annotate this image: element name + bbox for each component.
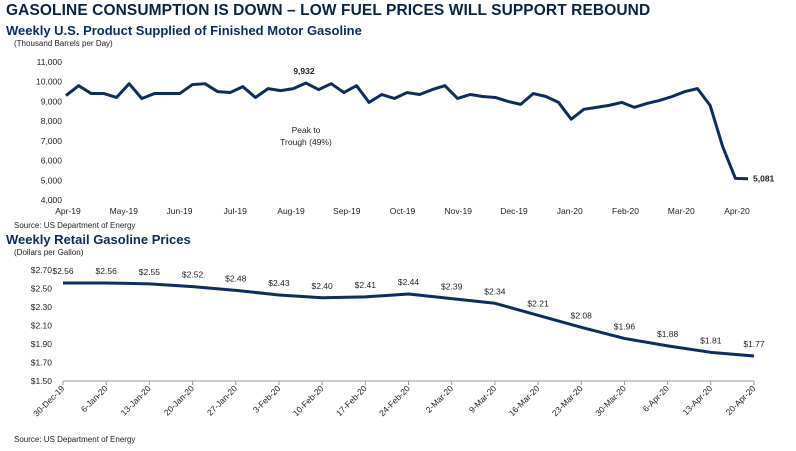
x-tick-label: Apr-19	[55, 206, 81, 216]
y-tick-label: $2.30	[31, 302, 53, 312]
supply-series-line	[65, 81, 749, 181]
y-tick-label: 4,000	[41, 195, 63, 205]
chart1-source: Source: US Department of Energy	[14, 221, 136, 230]
x-tick-label: Nov-19	[445, 206, 473, 216]
x-tick-label: Jan-20	[557, 206, 583, 216]
y-tick-label: 7,000	[41, 136, 63, 146]
x-tick-label: Oct-19	[390, 206, 416, 216]
y-tick-label: 5,000	[41, 175, 63, 185]
x-tick-label: 24-Feb-20	[377, 383, 412, 418]
x-tick-label: Aug-19	[277, 206, 305, 216]
x-tick-label: 6-Apr-20	[641, 383, 672, 414]
x-tick-label: 23-Mar-20	[550, 383, 585, 418]
y-tick-label: $2.10	[31, 321, 53, 331]
x-tick-label: Apr-20	[724, 206, 750, 216]
price-data-label: $2.43	[268, 278, 290, 288]
x-tick-label: 20-Jan-20	[162, 383, 196, 417]
last-value-label: 5,081	[753, 174, 775, 184]
price-data-label: $2.56	[52, 266, 74, 276]
price-data-label: $1.81	[700, 335, 722, 345]
price-data-label: $2.48	[225, 273, 247, 283]
chart2-unit-label: (Dollars per Gallon)	[14, 248, 84, 257]
price-data-label: $2.44	[398, 277, 420, 287]
gasoline-price-chart: $1.50 $1.70 $1.90 $2.10 $2.30 $2.50 $2.70 30-De…	[31, 265, 765, 418]
y-tick-label: $1.70	[31, 358, 53, 368]
x-tick-label: Dec-19	[500, 206, 528, 216]
y-tick-label: 10,000	[36, 77, 62, 87]
chart2-source: Source: US Department of Energy	[14, 435, 136, 444]
y-tick-label: $2.50	[31, 284, 53, 294]
x-tick-label: 13-Jan-20	[119, 383, 153, 417]
x-tick-label: Sep-19	[333, 206, 361, 216]
chart1-unit-label: (Thousand Barrels per Day)	[14, 39, 113, 48]
x-tick-label: 2-Mar-20	[424, 383, 456, 415]
x-tick-label: May-19	[110, 206, 139, 216]
x-tick-label: 30-Dec-19	[31, 383, 66, 418]
x-tick-label: Mar-20	[668, 206, 695, 216]
y-tick-label: 9,000	[41, 96, 63, 106]
x-tick-label: 13-Apr-20	[680, 383, 714, 417]
price-data-label: $2.55	[139, 267, 161, 277]
y-tick-label: 6,000	[41, 156, 63, 166]
price-data-label: $2.40	[311, 281, 333, 291]
price-data-label: $2.39	[441, 282, 463, 292]
x-tick-label: 27-Jan-20	[205, 383, 239, 417]
price-series-line	[63, 281, 755, 358]
price-data-label: $2.08	[571, 310, 593, 320]
y-tick-label: $1.90	[31, 339, 53, 349]
gasoline-supply-chart: 4,000 5,000 6,000 7,000 8,000 9,000 10,000 11,0…	[36, 57, 775, 216]
chart1-title: Weekly U.S. Product Supplied of Finished…	[6, 23, 362, 38]
y-tick-label: $1.50	[31, 376, 53, 386]
x-tick-label: Jun-19	[167, 206, 193, 216]
x-tick-label: 10-Feb-20	[291, 383, 326, 418]
price-data-label: $1.77	[743, 339, 765, 349]
x-tick-label: 6-Jan-20	[79, 383, 110, 414]
peak-to-trough-note: Peak to	[292, 125, 321, 135]
y-tick-label: 8,000	[41, 116, 63, 126]
price-data-label: $2.56	[96, 266, 118, 276]
x-tick-label: 17-Feb-20	[334, 383, 369, 418]
x-tick-label: 3-Feb-20	[251, 383, 283, 415]
y-tick-label: 11,000	[37, 57, 63, 67]
x-tick-label: 20-Apr-20	[724, 383, 758, 417]
chart2-title: Weekly Retail Gasoline Prices	[6, 232, 191, 247]
price-data-label: $2.41	[355, 280, 377, 290]
x-tick-label: Jul-19	[224, 206, 247, 216]
page-title: GASOLINE CONSUMPTION IS DOWN – LOW FUEL …	[6, 2, 651, 19]
x-tick-label: 9-Mar-20	[467, 383, 499, 415]
max-value-label: 9,932	[293, 66, 315, 76]
price-data-label: $2.34	[484, 286, 506, 296]
peak-to-trough-note: Trough (49%)	[280, 137, 332, 147]
price-data-label: $1.88	[657, 329, 679, 339]
x-tick-label: Feb-20	[612, 206, 639, 216]
price-data-label: $2.52	[182, 270, 204, 280]
price-data-label: $2.21	[527, 298, 549, 308]
y-tick-label: $2.70	[31, 265, 53, 275]
x-tick-label: 30-Mar-20	[593, 383, 628, 418]
x-tick-label: 16-Mar-20	[507, 383, 542, 418]
price-data-label: $1.96	[614, 321, 636, 331]
